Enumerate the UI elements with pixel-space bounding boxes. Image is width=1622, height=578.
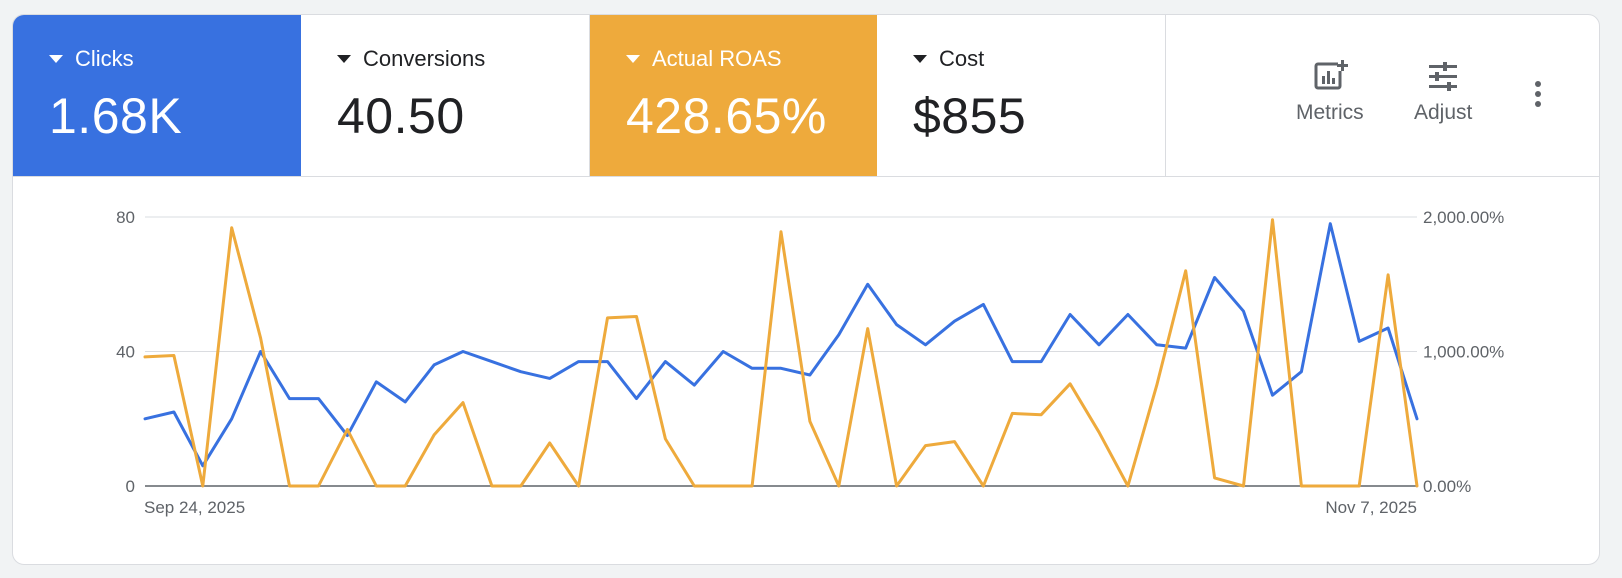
right-axis-tick-label: 1,000.00% [1423,343,1504,362]
x-axis-start-label: Sep 24, 2025 [144,498,245,517]
caret-down-icon [49,55,63,63]
scorecard-actual-roas[interactable]: Actual ROAS 428.65% [589,15,877,176]
scorecard-cost[interactable]: Cost $855 [877,15,1165,176]
right-axis-tick-label: 0.00% [1423,477,1471,496]
scorecard-conversions-label-text: Conversions [363,46,486,71]
more-options-button[interactable] [1528,79,1548,109]
scorecard-cost-label-text: Cost [939,46,985,71]
scorecard-cost-label[interactable]: Cost [913,46,984,72]
scorecard-actual-roas-label[interactable]: Actual ROAS [626,46,782,72]
series-line-actual-roas [143,218,1419,488]
performance-card: Clicks 1.68K Conversions 40.50 Actual RO… [12,14,1600,565]
scorecard-conversions[interactable]: Conversions 40.50 [301,15,589,176]
scorecard-conversions-value: 40.50 [337,88,465,144]
more-vert-icon [1535,81,1541,107]
right-axis-ticks: 0.00% 1,000.00% 2,000.00% [1423,208,1504,496]
scorecard-conversions-label[interactable]: Conversions [337,46,485,72]
scorecard-actual-roas-label-text: Actual ROAS [652,46,782,71]
tune-icon [1429,62,1458,91]
metrics-button[interactable]: Metrics [1296,59,1364,125]
scorecard-actual-roas-value: 428.65% [626,88,827,144]
metrics-button-label: Metrics [1296,101,1364,124]
adjust-button[interactable]: Adjust [1414,59,1472,125]
add-chart-icon [1314,59,1348,90]
x-axis-end-label: Nov 7, 2025 [1325,498,1417,517]
chart-series [143,218,1419,488]
left-axis-tick-label: 0 [126,477,135,496]
scorecard-clicks-label-text: Clicks [75,46,134,71]
left-axis-tick-label: 40 [116,343,135,362]
scorecard-clicks-value: 1.68K [49,88,183,144]
scorecard-clicks-label[interactable]: Clicks [49,46,134,72]
caret-down-icon [337,55,351,63]
caret-down-icon [626,55,640,63]
series-line-clicks [143,222,1419,468]
scorecard-clicks[interactable]: Clicks 1.68K [13,15,301,176]
chart-gridlines [145,216,1417,487]
left-axis-tick-label: 80 [116,208,135,227]
scorecard-cost-value: $855 [913,88,1027,144]
chart-toolbar: Metrics Adjust [1165,15,1599,176]
performance-line-chart: 0 40 80 0.00% 1,000.00% 2,000.00% Sep 24, 20… [116,208,1504,517]
left-axis-ticks: 0 40 80 [116,208,135,496]
adjust-button-label: Adjust [1414,101,1473,124]
scorecard-row: Clicks 1.68K Conversions 40.50 Actual RO… [13,15,1599,177]
right-axis-tick-label: 2,000.00% [1423,208,1504,227]
caret-down-icon [913,55,927,63]
